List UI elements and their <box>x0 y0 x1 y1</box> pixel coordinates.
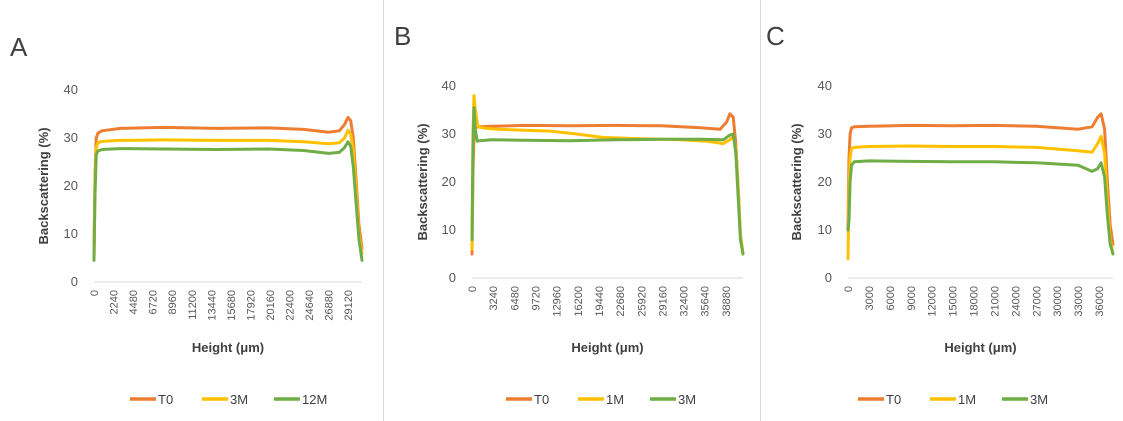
x-tick-label: 25920 <box>636 286 648 317</box>
x-tick-label: 3240 <box>488 286 500 310</box>
y-tick-label: 30 <box>818 126 832 141</box>
y-tick-label: 40 <box>818 78 832 93</box>
x-tick-label: 21000 <box>989 286 1001 317</box>
series-line-1m <box>470 94 745 256</box>
x-tick-label: 6480 <box>509 286 521 310</box>
legend-label-3m: 3M <box>1030 392 1048 407</box>
x-axis-title: Height (μm) <box>192 340 264 355</box>
series-line-3m <box>92 128 364 260</box>
legend-label-t0: T0 <box>886 392 901 407</box>
x-axis-title: Height (μm) <box>571 340 643 355</box>
y-tick-label: 30 <box>442 126 456 141</box>
series-line-12m <box>92 140 364 262</box>
y-tick-label: 10 <box>64 226 78 241</box>
x-tick-label: 0 <box>89 290 101 296</box>
y-tick-label: 0 <box>825 270 832 285</box>
x-tick-label: 3000 <box>864 286 876 310</box>
y-tick-label: 30 <box>64 130 78 145</box>
legend-label-12m: 12M <box>302 392 327 407</box>
x-tick-label: 9000 <box>906 286 918 310</box>
x-tick-label: 17920 <box>245 290 257 321</box>
legend-label-1m: 1M <box>606 392 624 407</box>
x-tick-label: 30000 <box>1052 286 1064 317</box>
x-tick-label: 12960 <box>552 286 564 317</box>
legend-label-3m: 3M <box>678 392 696 407</box>
x-tick-label: 13440 <box>206 290 218 321</box>
series-line-t0 <box>92 115 364 250</box>
legend-label-1m: 1M <box>958 392 976 407</box>
panel-divider <box>383 0 384 421</box>
backscattering-chart-b: 0 10 20 30 40 0 3240 6480 9720 12960 16200 19440 226… <box>415 78 745 407</box>
y-tick-label: 0 <box>449 270 456 285</box>
x-tick-label: 19440 <box>594 286 606 317</box>
y-tick-label: 40 <box>442 78 456 93</box>
x-tick-label: 22680 <box>615 286 627 317</box>
series-line-t0 <box>846 112 1115 246</box>
series-line-t0 <box>470 112 745 256</box>
panel-label-b: B <box>394 21 412 51</box>
x-tick-label: 38880 <box>721 286 733 317</box>
x-tick-label: 6000 <box>885 286 897 310</box>
panel-divider <box>760 0 761 421</box>
y-tick-label: 20 <box>442 174 456 189</box>
x-tick-label: 26880 <box>324 290 336 321</box>
x-tick-label: 35640 <box>700 286 712 317</box>
x-tick-label: 2240 <box>109 290 121 314</box>
y-axis-title: Backscattering (%) <box>415 123 430 240</box>
x-tick-label: 22400 <box>285 290 297 321</box>
x-tick-label: 9720 <box>530 286 542 310</box>
series-line-3m <box>470 106 745 256</box>
legend-label-t0: T0 <box>534 392 549 407</box>
x-tick-label: 24640 <box>304 290 316 321</box>
x-tick-label: 29120 <box>343 290 355 321</box>
series-line-1m <box>846 134 1115 261</box>
x-tick-label: 11200 <box>187 290 199 320</box>
x-axis-title: Height (μm) <box>944 340 1016 355</box>
x-tick-label: 33000 <box>1073 286 1085 317</box>
y-tick-label: 10 <box>818 222 832 237</box>
y-axis-title: Backscattering (%) <box>789 123 804 240</box>
x-tick-label: 16200 <box>573 286 585 317</box>
y-tick-label: 20 <box>64 178 78 193</box>
x-tick-label: 15000 <box>948 286 960 317</box>
x-tick-label: 6720 <box>148 290 160 314</box>
y-axis-title: Backscattering (%) <box>36 127 51 244</box>
x-tick-label: 24000 <box>1010 286 1022 317</box>
legend-label-3m: 3M <box>230 392 248 407</box>
x-tick-label: 36000 <box>1094 286 1106 317</box>
x-tick-label: 27000 <box>1031 286 1043 317</box>
x-tick-label: 12000 <box>927 286 939 317</box>
panel-label-a: A <box>10 32 28 62</box>
x-tick-label: 0 <box>843 286 855 292</box>
y-tick-label: 20 <box>818 174 832 189</box>
x-tick-label: 8960 <box>167 290 179 314</box>
x-tick-label: 0 <box>467 286 479 292</box>
y-tick-label: 10 <box>442 222 456 237</box>
panel-label-c: C <box>766 21 785 51</box>
x-tick-label: 18000 <box>969 286 981 317</box>
legend-label-t0: T0 <box>158 392 173 407</box>
x-tick-label: 32400 <box>679 286 691 317</box>
series-line-3m <box>846 159 1115 256</box>
backscattering-chart-c: 0 10 20 30 40 0 3000 6000 9000 12000 15000 18000 210… <box>789 78 1115 407</box>
x-tick-label: 4480 <box>128 290 140 314</box>
x-tick-label: 20160 <box>265 290 277 321</box>
backscattering-chart-a: 0 10 20 30 40 0 2240 4480 6720 8960 11200 13440 1568… <box>36 82 364 407</box>
y-tick-label: 40 <box>64 82 78 97</box>
x-tick-label: 15680 <box>226 290 238 321</box>
y-tick-label: 0 <box>71 274 78 289</box>
x-tick-label: 29160 <box>657 286 669 317</box>
